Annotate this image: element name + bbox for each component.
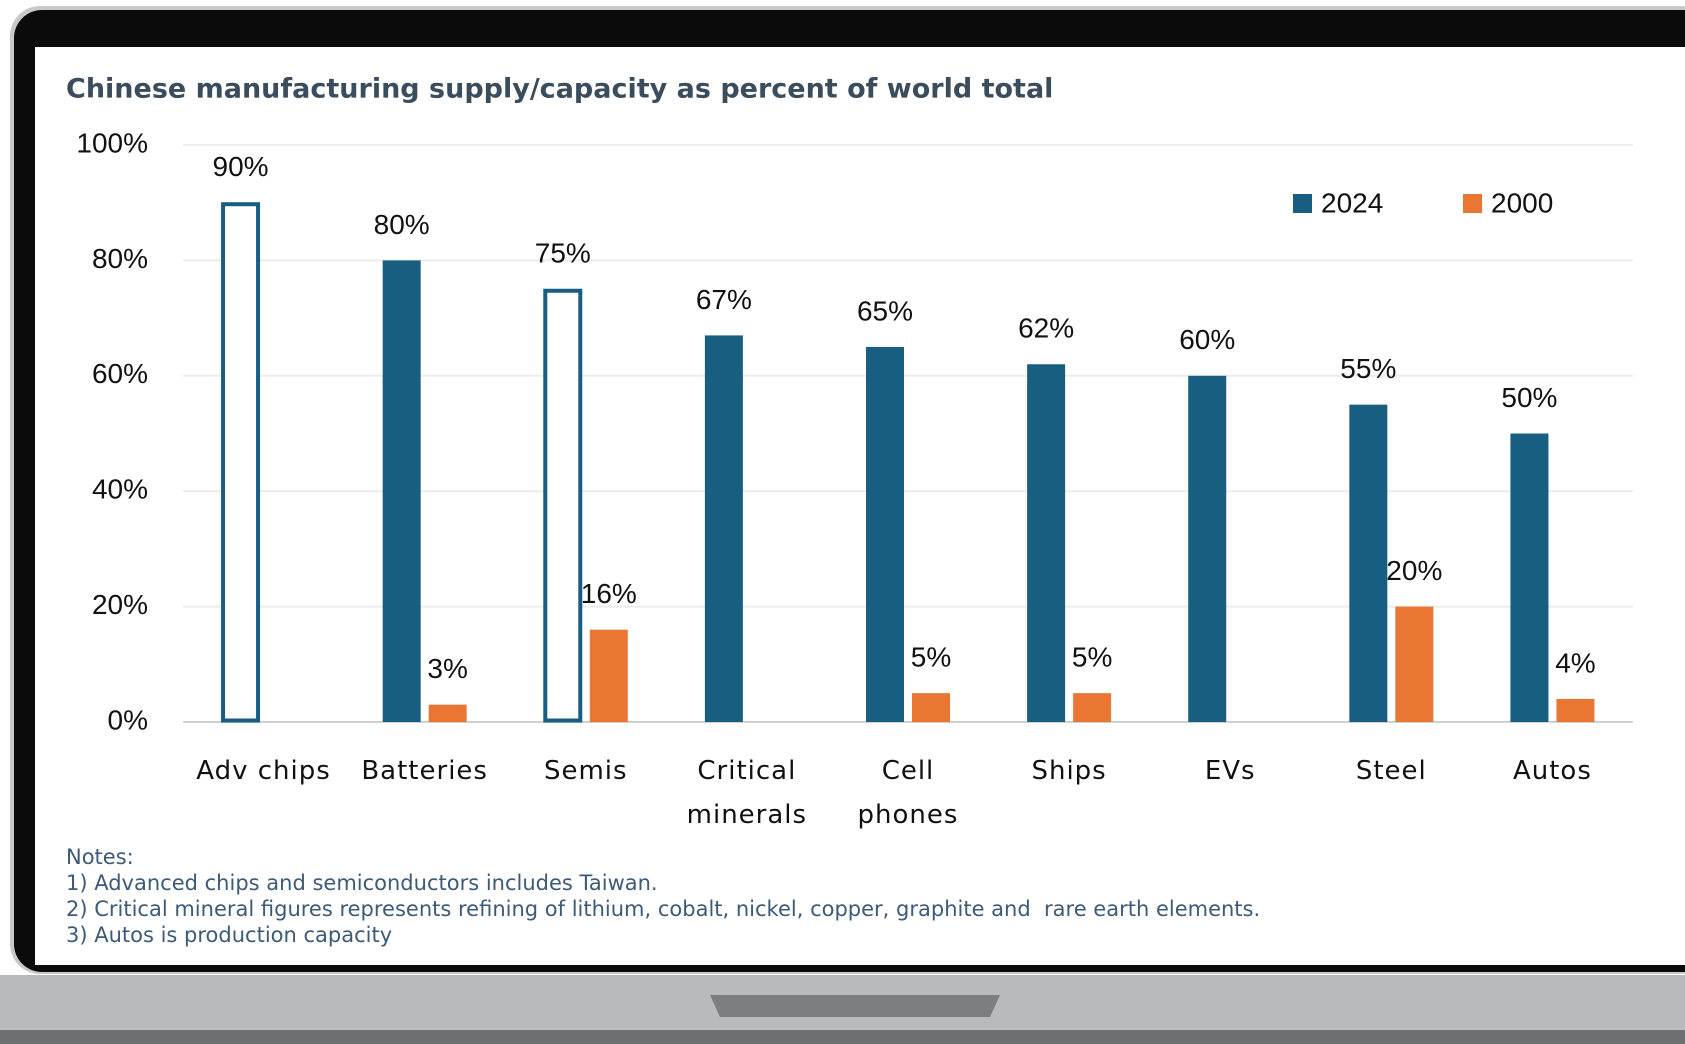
bar: [1073, 693, 1112, 722]
bar: [221, 202, 261, 723]
note: 3) Autos is production capacity: [66, 923, 393, 947]
x-tick-label: Ships: [1031, 756, 1107, 786]
y-tick-label: 0%: [108, 704, 148, 735]
x-tick-label: Steel: [1355, 756, 1427, 786]
y-tick-label: 100%: [76, 127, 148, 158]
value-label: 60%: [1179, 324, 1235, 355]
value-label: 20%: [1386, 555, 1442, 586]
legend-label: 2024: [1321, 187, 1383, 218]
value-label: 90%: [213, 151, 269, 182]
value-label: 16%: [581, 578, 637, 609]
x-tick-label: EVs: [1204, 756, 1256, 786]
value-label: 5%: [911, 642, 951, 673]
bar: [912, 693, 950, 722]
base-edge: [0, 1030, 1685, 1044]
bar: [589, 629, 628, 722]
value-label: 75%: [535, 238, 591, 269]
bar: [428, 704, 467, 722]
y-tick-label: 80%: [92, 243, 148, 274]
x-tick-label: Adv chips: [196, 756, 331, 786]
value-label: 80%: [374, 209, 430, 240]
y-tick-label: 20%: [92, 589, 148, 620]
value-label: 5%: [1072, 642, 1112, 673]
note: 1) Advanced chips and semiconductors inc…: [66, 871, 658, 895]
note: Notes:: [66, 845, 134, 869]
value-label: 65%: [857, 295, 913, 326]
bar: [1395, 606, 1434, 722]
x-tick-label: Cell phones: [857, 756, 959, 830]
value-label: 4%: [1555, 647, 1595, 678]
bar: [1349, 404, 1388, 722]
bar: [1027, 364, 1066, 722]
bar: [866, 346, 904, 722]
notch: [710, 995, 1000, 1017]
y-tick-label: 40%: [92, 474, 148, 505]
bar: [543, 288, 583, 723]
x-tick-label: Semis: [543, 756, 628, 786]
value-label: 67%: [696, 284, 752, 315]
legend-swatch: [1463, 194, 1482, 213]
legend-label: 2000: [1491, 187, 1553, 218]
value-label: 3%: [427, 653, 467, 684]
x-tick-label: Batteries: [361, 756, 488, 786]
screen: [35, 47, 1685, 965]
x-tick-label: Autos: [1512, 756, 1592, 786]
chart-title: Chinese manufacturing supply/capacity as…: [66, 74, 1053, 105]
value-label: 62%: [1018, 313, 1074, 344]
bar: [704, 335, 743, 722]
x-tick-label: Critical minerals: [686, 756, 808, 830]
value-label: 50%: [1501, 382, 1557, 413]
bar: [1510, 433, 1549, 722]
bar: [382, 260, 421, 722]
bar: [1188, 375, 1227, 722]
value-label: 55%: [1340, 353, 1396, 384]
note: 2) Critical mineral figures represents r…: [66, 897, 1261, 921]
bar: [1556, 698, 1595, 722]
y-tick-label: 60%: [92, 358, 148, 389]
legend-swatch: [1293, 194, 1312, 213]
